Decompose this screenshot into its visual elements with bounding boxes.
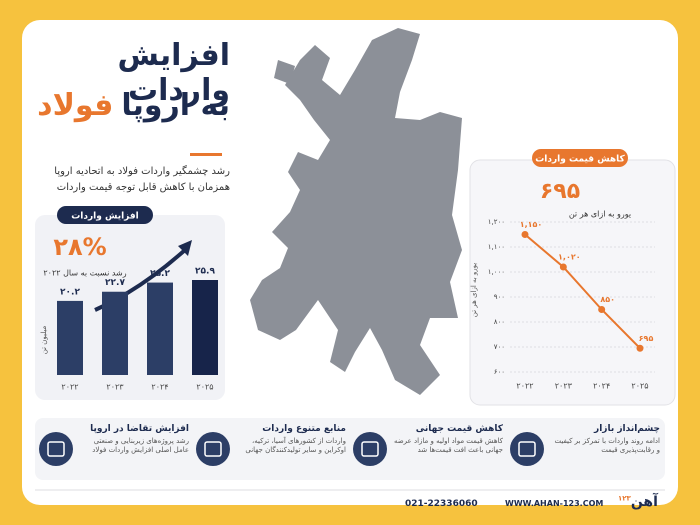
bar	[147, 282, 173, 375]
pill-label: کاهش قیمت واردات	[535, 155, 625, 165]
phone: 021-22336060	[405, 499, 478, 509]
title-underline	[190, 153, 222, 156]
x-tick-label: ۲۰۲۵	[631, 382, 648, 391]
feature-icon	[353, 432, 387, 466]
bar	[102, 291, 128, 375]
feature-title: منابع متنوع واردات	[262, 424, 346, 434]
x-tick-label: ۲۰۲۴	[151, 383, 168, 392]
title-line2: فولاد به اروپا	[30, 88, 230, 123]
value-label: ۲۰.۲	[60, 287, 80, 297]
value-label: ۱,۰۲۰	[558, 253, 581, 262]
feature: کاهش قیمت جهانی کاهش قیمت مواد اولیه و ما…	[393, 424, 503, 456]
value-label: ۱,۱۵۰	[520, 220, 543, 229]
x-tick-label: ۲۰۲۲	[516, 382, 533, 391]
x-tick-label: ۲۰۲۵	[196, 383, 213, 392]
point	[521, 231, 529, 238]
iceland	[274, 60, 295, 84]
feature: چشم‌انداز بازار ادامه روند واردات با تمرک…	[550, 424, 660, 456]
value-label: ۶۹۵	[639, 334, 654, 343]
highlight-caption: رشد نسبت به سال ۲۰۲۲	[43, 269, 126, 278]
pill	[57, 206, 153, 224]
feature-title: افزایش تقاضا در اروپا	[90, 424, 189, 434]
highlight: ۶۹۵	[540, 179, 580, 204]
website: WWW.AHAN-123.COM	[505, 499, 604, 508]
x-tick-label: ۲۰۲۳	[555, 382, 573, 391]
y-tick-label: ۶۰۰	[494, 368, 505, 376]
feature: افزایش تقاضا در اروپا رشد پروژه‌های زیربن…	[79, 424, 189, 456]
y-tick-label: ۱,۰۰۰	[488, 268, 505, 276]
feature-glyph	[204, 441, 222, 457]
value-label: ۲۵.۹	[195, 267, 215, 277]
highlight: ۲۸%	[53, 233, 106, 261]
bar	[192, 280, 218, 375]
europe-map	[250, 28, 462, 395]
y-tick-label: ۱,۲۰۰	[488, 218, 505, 226]
x-tick-label: ۲۰۲۴	[593, 382, 610, 391]
title-highlight: فولاد	[37, 88, 114, 123]
feature-icon	[196, 432, 230, 466]
y-tick-label: ۹۰۰	[494, 293, 505, 301]
value-label: ۲۲.۷	[105, 278, 125, 288]
y-tick-label: ۸۰۰	[494, 318, 505, 326]
feature-text: کاهش قیمت مواد اولیه و مازاد عرضه جهانی …	[393, 437, 503, 455]
x-tick-label: ۲۰۲۲	[61, 383, 78, 392]
logo-text: آهن	[630, 494, 658, 510]
x-tick-label: ۲۰۲۳	[106, 383, 124, 392]
feature-glyph	[361, 441, 379, 457]
growth-arrowhead	[178, 240, 192, 256]
point	[598, 306, 606, 313]
feature-glyph	[518, 441, 536, 457]
feature-icon	[510, 432, 544, 466]
price-line	[524, 233, 641, 349]
y-axis-label: میلیون تن	[40, 325, 48, 354]
subtitle: همزمان با کاهش قابل توجه قیمت واردات	[56, 182, 230, 193]
value-label: ۸۵۰	[600, 295, 615, 304]
pill	[532, 149, 628, 167]
y-tick-label: ۱,۱۰۰	[488, 243, 505, 251]
subtitle: رشد چشمگیر واردات فولاد به اتحادیه اروپا	[54, 166, 230, 177]
value-label: ۲۵.۲	[150, 269, 170, 279]
bar	[57, 300, 83, 375]
feature-title: کاهش قیمت جهانی	[415, 424, 503, 434]
feature-icon	[39, 432, 73, 466]
logo-sup: ۱۲۳	[618, 494, 631, 503]
y-axis-label: یورو به ازای هر تن	[470, 263, 478, 318]
title-rest: به اروپا	[121, 88, 230, 123]
logo: آهن۱۲۳	[618, 494, 658, 510]
features-strip	[35, 418, 665, 480]
feature-text: رشد پروژه‌های زیربنایی و صنعتی عامل اصلی…	[92, 437, 189, 455]
feature-text: واردات از کشورهای آسیا، ترکیه، اوکراین و…	[245, 437, 346, 455]
feature-title: چشم‌انداز بازار	[594, 424, 660, 434]
feature-glyph	[47, 441, 65, 457]
feature: منابع متنوع واردات واردات از کشورهای آسیا…	[236, 424, 346, 456]
feature-text: ادامه روند واردات با تمرکز بر کیفیت و رق…	[554, 437, 660, 455]
pill-label: افزایش واردات	[71, 212, 139, 222]
point	[636, 344, 644, 352]
title-line1: افزایش واردات	[117, 38, 230, 108]
highlight-caption: یورو به ازای هر تن	[569, 210, 631, 219]
y-tick-label: ۷۰۰	[494, 343, 505, 351]
point	[559, 263, 567, 271]
